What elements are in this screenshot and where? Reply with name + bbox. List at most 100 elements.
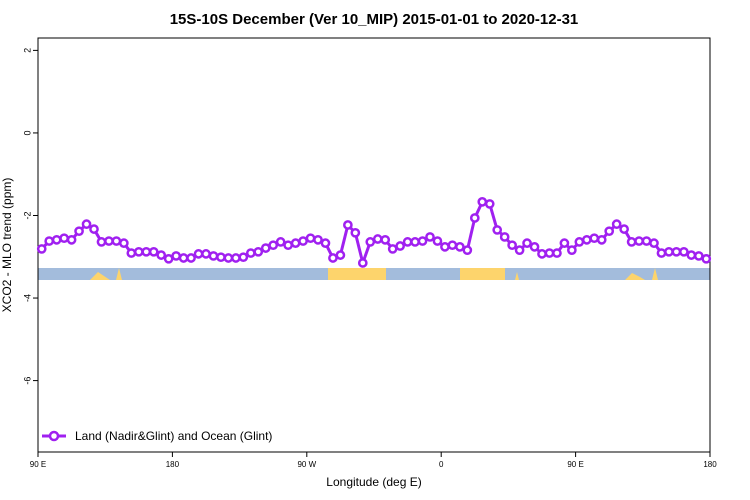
data-point	[141, 246, 152, 257]
x-tick-label: 90 W	[297, 460, 316, 469]
data-point	[283, 240, 293, 251]
y-axis-label: XCO2 - MLO trend (ppm)	[0, 178, 14, 313]
data-point	[59, 233, 69, 244]
x-tick-label: 0	[439, 460, 444, 469]
data-point	[74, 226, 84, 237]
y-tick-label: -2	[22, 211, 32, 219]
data-point	[596, 234, 607, 245]
data-point	[656, 248, 667, 258]
data-point	[350, 227, 361, 238]
data-point	[455, 242, 465, 252]
data-point	[343, 220, 353, 230]
data-point	[178, 253, 189, 263]
data-point	[51, 234, 62, 245]
data-point	[163, 253, 174, 264]
y-tick-label: 0	[22, 130, 32, 135]
data-point	[208, 251, 219, 261]
data-point	[574, 237, 585, 247]
legend: Land (Nadir&Glint) and Ocean (Glint)	[42, 429, 272, 443]
data-point	[664, 246, 674, 257]
data-point	[544, 248, 555, 258]
data-point	[447, 240, 458, 251]
data-point	[581, 234, 592, 245]
data-point	[81, 219, 92, 230]
data-point	[380, 234, 391, 245]
data-point	[66, 234, 77, 245]
data-point	[425, 232, 435, 242]
data-point	[395, 241, 405, 251]
data-point	[402, 237, 413, 247]
data-point	[559, 238, 570, 248]
x-tick-label: 180	[703, 460, 717, 469]
data-point	[529, 242, 540, 252]
x-tick-label: 90 E	[30, 460, 46, 469]
data-point	[96, 237, 107, 247]
data-point	[133, 246, 144, 257]
data-point	[36, 244, 47, 254]
data-point	[686, 250, 697, 260]
data-point	[305, 233, 316, 244]
data-point	[290, 238, 301, 248]
data-point	[238, 252, 249, 263]
data-point	[260, 243, 271, 253]
data-point	[507, 240, 517, 251]
data-point	[335, 250, 346, 260]
data-point	[641, 236, 652, 246]
data-point	[477, 197, 488, 207]
data-point	[126, 248, 137, 258]
data-point	[193, 249, 204, 259]
data-point	[522, 238, 532, 248]
data-point	[201, 249, 211, 259]
data-point	[492, 225, 503, 235]
data-point	[148, 246, 159, 257]
chart-title: 15S-10S December (Ver 10_MIP) 2015-01-01…	[170, 11, 579, 28]
data-point	[268, 240, 279, 251]
data-point	[589, 233, 600, 244]
data-point	[514, 245, 525, 256]
data-point	[611, 219, 622, 230]
y-tick-label: -6	[22, 377, 32, 385]
data-point	[499, 232, 510, 242]
data-point	[119, 238, 129, 248]
data-point	[275, 237, 286, 247]
y-tick-label: 2	[22, 48, 32, 53]
data-point	[223, 253, 234, 263]
data-point	[552, 248, 562, 258]
data-point	[156, 250, 167, 260]
data-point	[320, 238, 331, 248]
data-point	[253, 246, 264, 257]
data-point	[313, 234, 323, 245]
data-point	[432, 236, 443, 246]
data-point	[626, 237, 637, 247]
data-point	[89, 224, 99, 234]
data-point	[111, 236, 122, 246]
data-point	[245, 248, 256, 258]
data-point	[365, 237, 376, 247]
data-point	[357, 258, 368, 268]
data-point	[440, 242, 450, 252]
data-point	[462, 245, 473, 256]
data-point	[679, 246, 689, 257]
x-tick-label: 90 E	[567, 460, 583, 469]
land-ocean-strip	[38, 268, 710, 280]
data-point	[567, 245, 577, 256]
data-point	[44, 236, 55, 246]
x-axis-label: Longitude (deg E)	[326, 475, 421, 489]
data-point	[619, 224, 629, 234]
data-point	[298, 236, 308, 246]
data-point	[231, 253, 241, 263]
data-point	[693, 251, 704, 261]
data-point	[186, 253, 196, 263]
data-point	[469, 213, 480, 223]
data-point	[410, 237, 420, 247]
x-tick-label: 180	[166, 460, 180, 469]
data-point	[328, 253, 338, 263]
data-point	[171, 251, 181, 261]
data-point	[671, 246, 682, 257]
data-point	[216, 252, 226, 263]
data-point	[604, 226, 615, 237]
plot-frame	[37, 37, 711, 453]
data-point	[537, 249, 547, 259]
data-point	[701, 253, 712, 264]
